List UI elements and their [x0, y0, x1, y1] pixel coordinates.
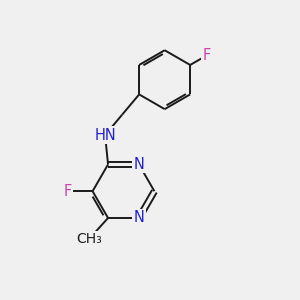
Text: HN: HN — [94, 128, 116, 142]
Text: N: N — [134, 211, 144, 226]
Text: F: F — [63, 184, 72, 199]
Text: F: F — [202, 48, 211, 63]
Text: N: N — [134, 157, 144, 172]
Text: CH₃: CH₃ — [76, 232, 102, 246]
